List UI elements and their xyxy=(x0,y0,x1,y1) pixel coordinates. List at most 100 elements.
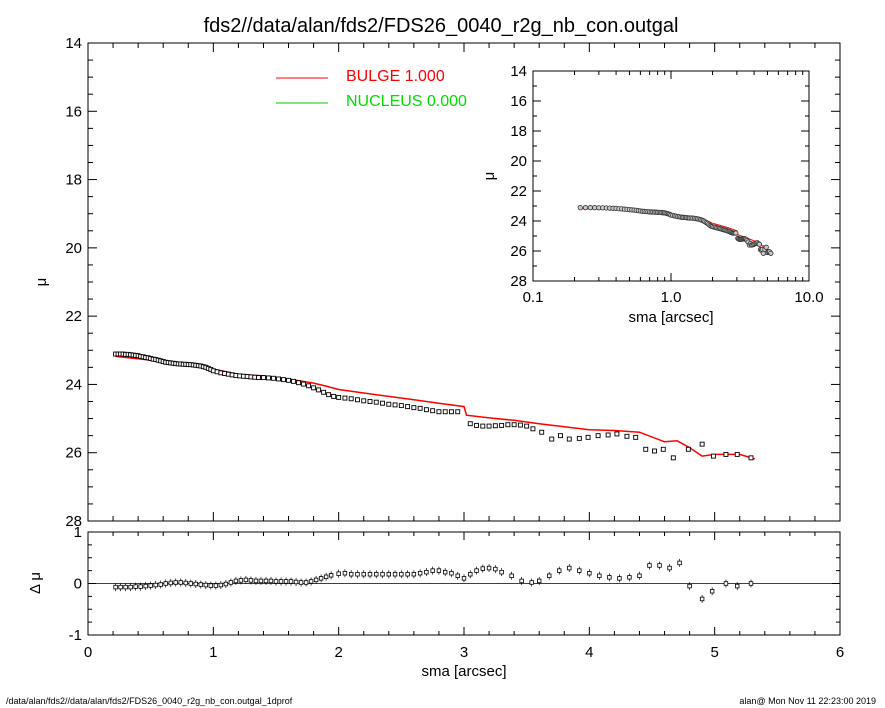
residual-point xyxy=(567,565,572,571)
residual-point xyxy=(468,572,473,577)
residual-point xyxy=(597,573,602,578)
inset-y-tick-label: 28 xyxy=(510,273,527,290)
residual-point xyxy=(537,578,542,584)
inset-data-point xyxy=(763,244,769,250)
main-data-point xyxy=(361,398,367,404)
residual-point xyxy=(113,584,118,590)
residual-point xyxy=(168,580,173,586)
residual-point xyxy=(627,575,632,580)
residual-point xyxy=(687,583,692,589)
residual-point xyxy=(529,580,534,585)
main-data-point xyxy=(276,376,281,382)
main-data-point xyxy=(296,380,302,386)
main-data-point xyxy=(286,377,291,383)
inset-y-tick-label: 22 xyxy=(510,183,527,200)
main-data-point xyxy=(670,455,676,461)
residual-point xyxy=(203,582,209,588)
residual-point xyxy=(238,578,244,583)
residual-x-tick-label: 5 xyxy=(710,644,718,661)
main-y-tick-label: 28 xyxy=(65,513,82,530)
footer-file-path: /data/alan/fds2//data/alan/fds2/FDS26_00… xyxy=(6,696,293,706)
main-data-point xyxy=(585,434,591,440)
residual-point xyxy=(133,584,138,589)
residual-point xyxy=(486,565,492,571)
residual-point xyxy=(557,568,562,573)
main-data-point xyxy=(748,455,754,461)
main-data-point xyxy=(398,403,404,409)
main-data-point xyxy=(423,407,429,413)
main-data-point xyxy=(326,392,332,398)
inset-data-point xyxy=(756,241,762,247)
residual-point xyxy=(637,573,642,578)
main-data-point xyxy=(342,395,348,401)
residual-point xyxy=(218,582,224,588)
main-data-point xyxy=(595,433,601,439)
residual-point xyxy=(348,572,354,577)
residual-point xyxy=(455,573,460,578)
residual-point xyxy=(647,563,652,568)
residual-point xyxy=(143,583,148,589)
residual-point xyxy=(430,568,435,573)
residual-point xyxy=(198,582,203,587)
residual-point xyxy=(303,580,309,585)
residual-point xyxy=(355,572,360,577)
inset-x-tick-label: 1.0 xyxy=(661,289,682,306)
main-data-point xyxy=(624,433,630,439)
residual-point xyxy=(253,578,259,584)
residual-point xyxy=(417,571,423,576)
inset-y-tick-label: 18 xyxy=(510,123,527,140)
main-data-point xyxy=(511,422,517,428)
main-data-point xyxy=(261,375,266,381)
residual-point xyxy=(461,576,467,581)
residual-point xyxy=(399,572,404,577)
inset-y-tick-label: 26 xyxy=(510,243,527,260)
residual-point xyxy=(173,580,178,585)
residual-point xyxy=(342,571,348,576)
residual-point xyxy=(228,580,234,585)
residual-point xyxy=(442,569,448,575)
main-data-point xyxy=(723,451,729,457)
residual-point xyxy=(163,581,168,586)
inset-y-tick-label: 14 xyxy=(510,63,527,80)
main-data-point xyxy=(306,383,312,389)
residual-point xyxy=(293,579,299,585)
main-data-point xyxy=(660,446,666,452)
inset-x-axis-label: sma [arcsec] xyxy=(628,309,713,326)
residual-point xyxy=(336,571,341,576)
main-data-point xyxy=(271,375,276,381)
residual-x-tick-label: 1 xyxy=(209,644,217,661)
residual-y-tick-label: -1 xyxy=(69,627,82,644)
inset-x-tick-label: 10.0 xyxy=(794,289,823,306)
residual-point xyxy=(480,566,485,571)
main-data-point xyxy=(566,436,572,442)
main-data-point xyxy=(348,396,354,402)
residual-point xyxy=(474,568,479,573)
main-data-point xyxy=(652,448,657,454)
residual-point xyxy=(268,578,274,584)
main-data-point xyxy=(505,422,511,428)
main-data-point xyxy=(266,375,271,381)
main-data-point xyxy=(417,405,423,411)
residual-point xyxy=(374,572,379,577)
residual-x-tick-label: 0 xyxy=(84,644,92,661)
main-data-point xyxy=(301,381,307,387)
main-y-tick-label: 22 xyxy=(65,308,82,325)
residual-x-tick-label: 4 xyxy=(585,644,593,661)
main-data-point xyxy=(449,409,454,415)
main-data-point xyxy=(392,402,398,408)
inset-x-tick-label: 0.1 xyxy=(523,289,544,306)
residual-point xyxy=(493,566,498,572)
residual-x-tick-label: 3 xyxy=(460,644,468,661)
residual-point xyxy=(318,576,324,581)
residual-point xyxy=(118,584,123,590)
main-data-point xyxy=(685,446,691,452)
main-data-point xyxy=(699,441,705,447)
residual-point xyxy=(148,583,153,588)
residual-y-axis-label: Δ μ xyxy=(27,572,44,594)
inset-data-point xyxy=(577,205,583,211)
main-data-point xyxy=(734,451,740,457)
main-data-point xyxy=(710,453,716,459)
main-data-point xyxy=(486,423,492,429)
